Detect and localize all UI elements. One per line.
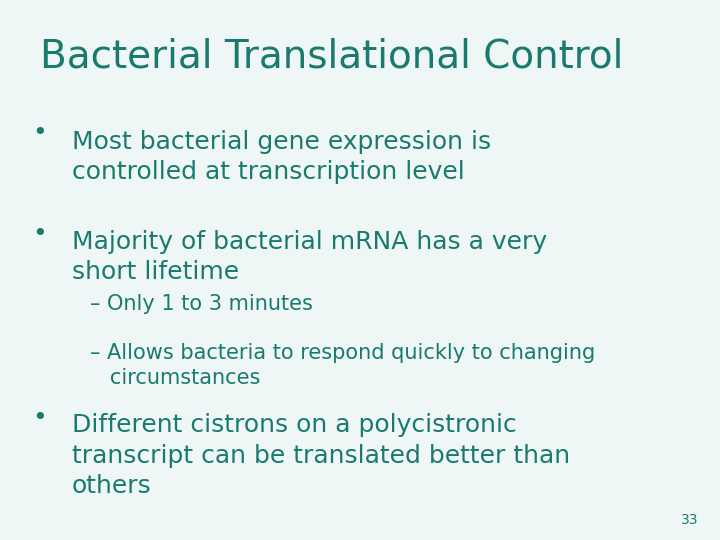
Text: – Allows bacteria to respond quickly to changing
   circumstances: – Allows bacteria to respond quickly to … — [90, 343, 595, 388]
Text: 33: 33 — [681, 512, 698, 526]
Text: – Only 1 to 3 minutes: – Only 1 to 3 minutes — [90, 294, 313, 314]
Text: Different cistrons on a polycistronic
transcript can be translated better than
o: Different cistrons on a polycistronic tr… — [72, 413, 570, 498]
Text: •: • — [32, 222, 47, 246]
Text: •: • — [32, 122, 47, 145]
Text: Majority of bacterial mRNA has a very
short lifetime: Majority of bacterial mRNA has a very sh… — [72, 230, 547, 284]
Text: Bacterial Translational Control: Bacterial Translational Control — [40, 38, 623, 76]
Text: Most bacterial gene expression is
controlled at transcription level: Most bacterial gene expression is contro… — [72, 130, 491, 184]
Text: •: • — [32, 406, 47, 430]
